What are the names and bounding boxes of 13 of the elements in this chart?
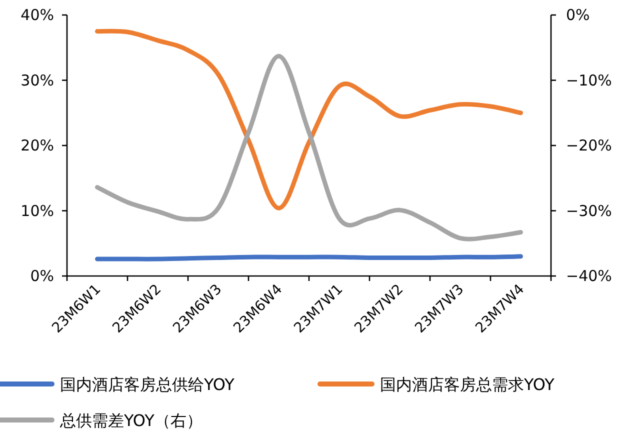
y-tick-label: 10% <box>20 202 54 220</box>
y-tick-label: 30% <box>20 71 54 90</box>
y2-tick-label: −40% <box>566 267 612 285</box>
y-tick-label: 20% <box>20 136 54 154</box>
y-tick-label: 40% <box>20 6 54 24</box>
y2-tick-label: −10% <box>566 71 612 90</box>
y2-tick-label: 0% <box>566 6 590 24</box>
y2-tick-label: −30% <box>566 202 612 220</box>
legend-label: 国内酒店客房总需求YOY <box>380 375 555 394</box>
y-tick-label: 0% <box>30 267 54 285</box>
legend-label: 国内酒店客房总供给YOY <box>60 375 235 394</box>
y2-tick-label: −20% <box>566 136 612 154</box>
legend-label: 总供需差YOY（右） <box>59 411 202 430</box>
